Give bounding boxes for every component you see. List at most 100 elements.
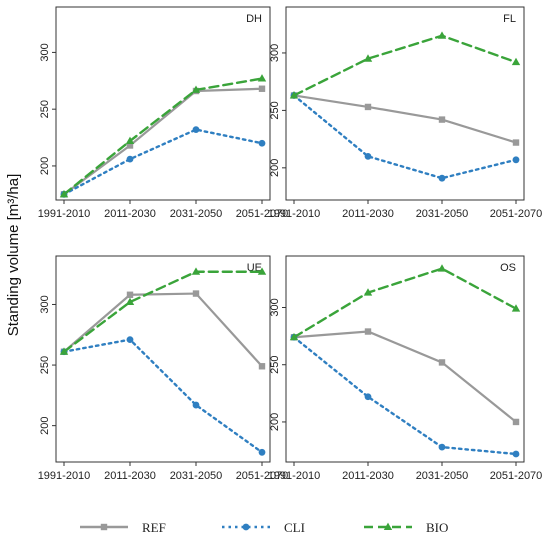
- data-point-bio: [511, 57, 521, 66]
- legend-label: CLI: [284, 520, 305, 535]
- y-tick-label: 250: [39, 100, 51, 118]
- data-point-ref: [364, 103, 372, 111]
- series-line-ref: [292, 94, 518, 144]
- y-tick-label: 200: [269, 159, 281, 177]
- legend: REF CLI BIO: [80, 520, 448, 535]
- series-line-cli: [292, 336, 518, 456]
- y-tick-label: 300: [39, 43, 51, 61]
- x-tick-label: 2011-2030: [104, 470, 156, 482]
- y-tick-label: 250: [39, 356, 51, 374]
- data-point-ref: [126, 142, 134, 149]
- data-point-bio: [59, 189, 69, 198]
- legend-label: BIO: [426, 520, 448, 535]
- x-tick-label: 2051-2070: [490, 208, 543, 220]
- y-tick-label: 250: [269, 101, 281, 119]
- data-point-ref: [438, 359, 446, 366]
- panel-fl: FL 1991-2010 2011-2030 2031-2050 2051-2070 20…: [268, 6, 543, 220]
- y-tick-label: 300: [269, 44, 281, 62]
- data-point-ref: [438, 116, 446, 123]
- data-point-bio: [511, 304, 521, 312]
- legend-item-cli: CLI: [222, 520, 305, 535]
- legend-item-ref: REF: [80, 520, 166, 535]
- data-point-cli: [438, 174, 446, 182]
- panel-frame: [55, 6, 271, 201]
- series-line-ref: [292, 330, 518, 424]
- panels: DH 1991-2010 2011-2030 2031-2050 2051-2070 20…: [38, 6, 543, 482]
- data-point-bio: [363, 54, 373, 62]
- data-point-cli: [192, 126, 200, 134]
- legend-marker: [100, 523, 108, 531]
- data-point-ref: [512, 418, 520, 426]
- y-tick-label: 200: [39, 416, 51, 434]
- x-tick-label: 2011-2030: [342, 470, 394, 482]
- series-line-ref: [62, 292, 264, 368]
- legend-item-bio: BIO: [364, 520, 448, 535]
- panel-title: DH: [246, 13, 262, 25]
- data-point-ref: [512, 139, 520, 146]
- data-point-bio: [257, 267, 267, 275]
- x-tick-label: 2051-2070: [236, 208, 289, 220]
- panel-dh: DH 1991-2010 2011-2030 2031-2050 2051-2070 20…: [38, 6, 289, 220]
- series-line-ref: [62, 87, 264, 196]
- legend-marker: [242, 523, 250, 531]
- data-point-cli: [364, 152, 372, 160]
- x-tick-label: 2031-2050: [170, 208, 223, 220]
- data-point-bio: [289, 91, 299, 99]
- x-tick-label: 2011-2030: [104, 208, 156, 220]
- x-tick-label: 1991-2010: [268, 208, 321, 220]
- panel-frame: [285, 255, 525, 463]
- data-point-bio: [125, 136, 135, 144]
- data-point-ref: [258, 85, 266, 92]
- y-tick-label: 300: [39, 295, 51, 313]
- series-line-bio: [62, 77, 264, 196]
- data-point-bio: [363, 288, 373, 296]
- data-point-ref: [192, 290, 200, 297]
- panel-frame: [285, 6, 525, 201]
- data-point-bio: [289, 332, 299, 341]
- panel-title: FL: [503, 13, 516, 25]
- x-tick-label: 1991-2010: [38, 208, 91, 220]
- data-point-bio: [191, 85, 201, 93]
- series-line-bio: [62, 270, 264, 353]
- data-point-bio: [437, 264, 447, 272]
- y-tick-label: 300: [269, 298, 281, 316]
- panel-frame: [55, 255, 271, 463]
- data-point-cli: [512, 156, 520, 164]
- data-point-ref: [364, 328, 372, 335]
- data-point-cli: [258, 139, 266, 147]
- data-point-bio: [59, 347, 69, 355]
- x-tick-label: 2031-2050: [416, 470, 469, 482]
- panel-title: OS: [500, 262, 516, 274]
- data-point-cli: [258, 448, 266, 456]
- data-point-cli: [512, 450, 520, 458]
- series-line-bio: [292, 267, 518, 339]
- data-point-cli: [126, 336, 134, 344]
- x-tick-label: 1991-2010: [38, 470, 91, 482]
- legend-marker: [383, 522, 393, 530]
- y-axis-label: Standing volume [m³/ha]: [5, 174, 22, 337]
- panel-os: OS 1991-2010 2011-2030 2031-2050 2051-2070 20…: [268, 255, 542, 482]
- x-tick-label: 2031-2050: [416, 208, 469, 220]
- x-tick-label: 2031-2050: [170, 470, 223, 482]
- data-point-ref: [126, 291, 134, 298]
- y-tick-label: 200: [39, 157, 51, 175]
- data-point-cli: [364, 393, 372, 401]
- data-point-cli: [438, 443, 446, 451]
- series-line-cli: [62, 338, 264, 454]
- legend-label: REF: [142, 520, 166, 535]
- x-tick-label: 2051-2070: [236, 470, 289, 482]
- data-point-bio: [125, 297, 135, 306]
- data-point-bio: [191, 267, 201, 275]
- data-point-bio: [257, 74, 267, 82]
- series-line-cli: [292, 94, 518, 180]
- data-point-bio: [437, 31, 447, 39]
- y-tick-label: 200: [269, 413, 281, 431]
- data-point-cli: [126, 155, 134, 163]
- data-point-ref: [258, 363, 266, 370]
- series-line-bio: [292, 34, 518, 97]
- data-point-cli: [192, 401, 200, 409]
- x-tick-label: 2011-2030: [342, 208, 394, 220]
- x-tick-label: 1991-2010: [268, 470, 321, 482]
